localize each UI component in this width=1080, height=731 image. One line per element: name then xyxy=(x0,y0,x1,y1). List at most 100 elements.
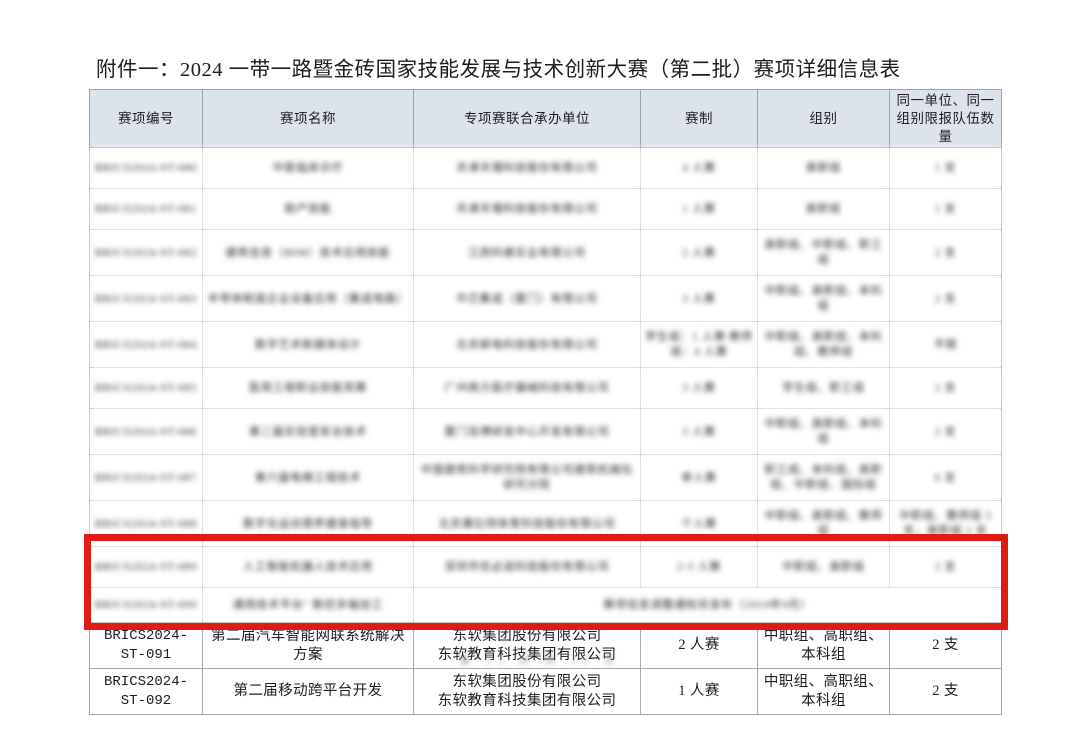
cell-format: 3 人赛 xyxy=(640,275,758,323)
cell-limit: 2 支 xyxy=(889,275,1002,323)
cell-name: 医用工程职业技能竞赛 xyxy=(202,367,414,410)
cell-name: 中医临床诊疗 xyxy=(202,147,414,190)
cell-code: BRICS2024-ST-084 xyxy=(89,321,203,369)
column-header-code: 赛项编号 xyxy=(89,88,203,149)
cell-name: 第二届移动跨平台开发 xyxy=(202,668,414,716)
cell-format: 2-3 人赛 xyxy=(640,546,758,589)
table-row: BRICS2024-ST-081 助产技能 天津天堰科技股份有限公司 1 人赛 … xyxy=(89,188,1002,231)
cell-group: 高职组、中职组、职工组 xyxy=(757,229,890,277)
cell-name: 第六届电梯工程技术 xyxy=(202,454,414,502)
cell-host: 深圳市优必选科技股份有限公司 xyxy=(413,546,641,589)
cell-name: 数字艺术新媒体设计 xyxy=(202,321,414,369)
cell-format: 4 人赛 xyxy=(640,147,758,190)
cell-name: 第二届实验室安全技术 xyxy=(202,408,414,456)
cell-limit: 2 支 xyxy=(889,367,1002,410)
cell-code: BRICS2024-ST-089 xyxy=(89,546,203,589)
column-header-host: 专项赛联合承办单位 xyxy=(413,88,641,149)
table-row: BRICS2024-ST-085 医用工程职业技能竞赛 广州南方医疗器械科技有限… xyxy=(89,367,1002,410)
cell-limit: 不限 xyxy=(889,321,1002,369)
cell-format: 学生组：1 人赛 教师组：4 人赛 xyxy=(640,321,758,369)
cell-code: BRICS2024-ST-085 xyxy=(89,367,203,410)
table-row-highlighted: BRICS2024-ST-091 第二届汽车智能网联系统解决方案 东软集团股份有… xyxy=(89,622,1002,670)
cell-host: 中国建筑科学研究院有限公司建筑机械化研究分院 xyxy=(413,454,641,502)
cell-group: 中职组、高职组、本科组 xyxy=(757,668,890,716)
cell-host: 江西科建实业有限公司 xyxy=(413,229,641,277)
table-row-highlighted: BRICS2024-ST-092 第二届移动跨平台开发 东软集团股份有限公司 东… xyxy=(89,668,1002,716)
column-header-format: 赛制 xyxy=(640,88,758,149)
cell-code: BRICS2024-ST-083 xyxy=(89,275,203,323)
cell-name: 建筑信息（BIM）技术应用技能 xyxy=(202,229,414,277)
cell-limit: 1 支 xyxy=(889,188,1002,231)
competition-info-table: 赛项编号 赛项名称 专项赛联合承办单位 赛制 组别 同一单位、同一组别限报队伍数… xyxy=(89,88,1002,716)
column-header-name: 赛项名称 xyxy=(202,88,414,149)
table-row: BRICS2024-ST-080 中医临床诊疗 天津天堰科技股份有限公司 4 人… xyxy=(89,147,1002,190)
cell-limit: 6 支 xyxy=(889,454,1002,502)
cell-group: 中职组、高职组、教师组 xyxy=(757,500,890,548)
table-row: BRICS2024-ST-082 建筑信息（BIM）技术应用技能 江西科建实业有… xyxy=(89,229,1002,277)
cell-group: 学生组、职工组 xyxy=(757,367,890,410)
cell-host: 北京邮电科技股份有限公司 xyxy=(413,321,641,369)
cell-format: 2 人赛 xyxy=(640,622,758,670)
cell-group: 中职组、高职组、本科组、教师组 xyxy=(757,321,890,369)
cell-host: 中芯集成（厦门）有限公司 xyxy=(413,275,641,323)
cell-code: BRICS2024-ST-090 xyxy=(89,587,203,624)
cell-code: BRICS2024-ST-081 xyxy=(89,188,203,231)
column-header-limit: 同一单位、同一组别限报队伍数量 xyxy=(889,88,1002,149)
table-row: BRICS2024-ST-089 人工智能机器人技术应用 深圳市优必选科技股份有… xyxy=(89,546,1002,589)
cell-group: 高职组 xyxy=(757,147,890,190)
cell-host: 北京康比特体育科技股份有限公司 xyxy=(413,500,641,548)
cell-limit: 1 支 xyxy=(889,147,1002,190)
cell-host-line: 东软集团股份有限公司 xyxy=(452,673,602,690)
cell-merged-note: 赛项信息调整通知另发布（2024年9月） xyxy=(413,587,1002,624)
cell-host: 广州南方医疗器械科技有限公司 xyxy=(413,367,641,410)
table-header-row: 赛项编号 赛项名称 专项赛联合承办单位 赛制 组别 同一单位、同一组别限报队伍数… xyxy=(89,88,1002,149)
cell-limit: 2 支 xyxy=(889,546,1002,589)
cell-code: BRICS2024-ST-092 xyxy=(89,668,203,716)
cell-format: 2 人赛 xyxy=(640,229,758,277)
cell-name: 数字化运动营养健身指导 xyxy=(202,500,414,548)
cell-code: BRICS2024-ST-088 xyxy=(89,500,203,548)
table-row: BRICS2024-ST-088 数字化运动营养健身指导 北京康比特体育科技股份… xyxy=(89,500,1002,548)
cell-group: 职工组、本科组、高职组、中职组、国际组 xyxy=(757,454,890,502)
cell-format: 个人赛 xyxy=(640,500,758,548)
cell-code: BRICS2024-ST-086 xyxy=(89,408,203,456)
cell-format: 单人赛 xyxy=(640,454,758,502)
table-row: BRICS2024-ST-086 第二届实验室安全技术 厦门岛博研发中心开发有限… xyxy=(89,408,1002,456)
cell-format: 1 人赛 xyxy=(640,188,758,231)
cell-limit: 2 支 xyxy=(889,668,1002,716)
cell-host: 天津天堰科技股份有限公司 xyxy=(413,188,641,231)
cell-name: 人工智能机器人技术应用 xyxy=(202,546,414,589)
cell-host: 天津天堰科技股份有限公司 xyxy=(413,147,641,190)
cell-host: 厦门岛博研发中心开发有限公司 xyxy=(413,408,641,456)
cell-format: 1 人赛 xyxy=(640,668,758,716)
cell-host: 东软集团股份有限公司 东软教育科技集团有限公司 xyxy=(413,668,641,716)
cell-limit: 中职组、教师组 3 支，高职组 2 支 xyxy=(889,500,1002,548)
page-title: 附件一：2024 一带一路暨金砖国家技能发展与技术创新大赛（第二批）赛项详细信息… xyxy=(96,59,901,81)
table-row: BRICS2024-ST-087 第六届电梯工程技术 中国建筑科学研究院有限公司… xyxy=(89,454,1002,502)
cell-limit: 2 支 xyxy=(889,622,1002,670)
column-header-group: 组别 xyxy=(757,88,890,149)
cell-host-line: 东软教育科技集团有限公司 xyxy=(437,692,617,709)
cell-group: 中职组、高职组、本科组 xyxy=(757,408,890,456)
cell-limit: 2 支 xyxy=(889,408,1002,456)
cell-group: 中职组、高职组 xyxy=(757,546,890,589)
cell-code: BRICS2024-ST-091 xyxy=(89,622,203,670)
cell-format: 3 人赛 xyxy=(640,367,758,410)
cell-name: 通用技术平台" 数控多轴加工 xyxy=(202,587,414,624)
table-row: BRICS2024-ST-090 通用技术平台" 数控多轴加工 赛项信息调整通知… xyxy=(89,587,1002,624)
cell-group: 中职组、高职组、本科组 xyxy=(757,275,890,323)
cell-group: 高职组 xyxy=(757,188,890,231)
cell-code: BRICS2024-ST-080 xyxy=(89,147,203,190)
cell-code: BRICS2024-ST-087 xyxy=(89,454,203,502)
cell-host-line: 东软集团股份有限公司 xyxy=(452,627,602,644)
cell-format: 3 人赛 xyxy=(640,408,758,456)
table-row: BRICS2024-ST-084 数字艺术新媒体设计 北京邮电科技股份有限公司 … xyxy=(89,321,1002,369)
cell-name: 助产技能 xyxy=(202,188,414,231)
cell-code: BRICS2024-ST-082 xyxy=(89,229,203,277)
table-row: BRICS2024-ST-083 半导体制造企业设备应用（集成电路） 中芯集成（… xyxy=(89,275,1002,323)
cell-host-line: 东软教育科技集团有限公司 xyxy=(437,646,617,663)
cell-name: 半导体制造企业设备应用（集成电路） xyxy=(202,275,414,323)
cell-limit: 2 支 xyxy=(889,229,1002,277)
page-footer: 第 12 页 共 13 页 xyxy=(459,655,621,667)
